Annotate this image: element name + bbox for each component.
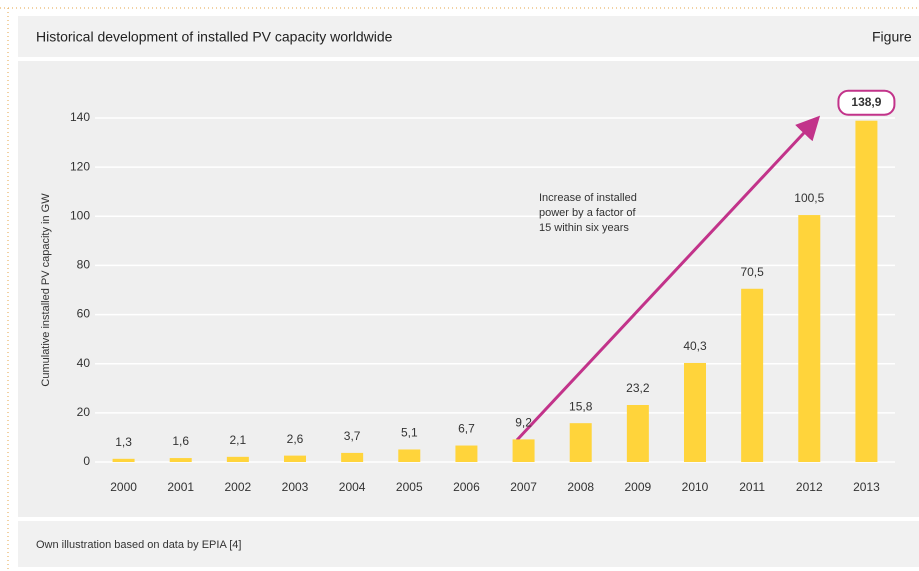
source: Own illustration based on data by EPIA […	[36, 539, 241, 551]
x-tick-label: 2011	[739, 480, 765, 494]
y-tick-label: 20	[77, 405, 91, 419]
y-axis-label: Cumulative installed PV capacity in GW	[40, 193, 52, 387]
value-label: 5,1	[401, 426, 418, 440]
value-label: 1,6	[172, 434, 189, 448]
value-label: 40,3	[683, 339, 707, 353]
value-label: 15,8	[569, 399, 593, 413]
figure-label: Figure	[872, 29, 912, 45]
y-tick-label: 100	[70, 208, 90, 222]
x-tick-label: 2000	[110, 480, 137, 494]
x-tick-label: 2006	[453, 480, 480, 494]
y-tick-label: 80	[77, 258, 91, 272]
x-tick-label: 2012	[796, 480, 823, 494]
x-tick-label: 2013	[853, 480, 880, 494]
header-band	[18, 16, 919, 57]
value-label: 138,9	[851, 95, 881, 109]
y-tick-label: 60	[77, 307, 91, 321]
value-label: 70,5	[740, 265, 764, 279]
bar	[855, 120, 878, 463]
bar	[798, 215, 821, 462]
x-tick-label: 2003	[282, 480, 309, 494]
bar	[226, 456, 249, 462]
y-tick-label: 0	[83, 454, 90, 468]
annotation: Increase of installed	[539, 192, 637, 204]
footer-band	[18, 521, 919, 567]
chart-title: Historical development of installed PV c…	[36, 29, 393, 45]
value-label: 9,2	[515, 416, 532, 430]
bar	[512, 439, 535, 462]
value-label: 1,3	[115, 435, 132, 449]
plot-panel	[18, 61, 919, 517]
label-highlight	[837, 89, 896, 116]
x-tick-label: 2007	[510, 480, 537, 494]
x-tick-label: 2001	[167, 480, 194, 494]
x-tick-label: 2004	[339, 480, 366, 494]
annotation-arrow	[515, 115, 821, 442]
x-tick-label: 2010	[682, 480, 709, 494]
bar	[284, 455, 306, 462]
x-tick-label: 2005	[396, 480, 423, 494]
bar	[684, 362, 706, 462]
value-label: 2,1	[230, 433, 247, 447]
value-label: 2,6	[287, 432, 304, 446]
annotation: power by a factor of	[539, 207, 637, 219]
y-tick-label: 40	[77, 356, 91, 370]
y-tick-label: 120	[70, 159, 90, 173]
x-tick-label: 2002	[225, 480, 252, 494]
bar	[626, 404, 649, 462]
bar	[112, 458, 135, 462]
bar	[169, 458, 192, 462]
annotation: 15 within six years	[539, 222, 629, 234]
x-tick-label: 2008	[567, 480, 594, 494]
value-label: 23,2	[626, 381, 650, 395]
bar	[341, 452, 364, 462]
x-tick-label: 2009	[625, 480, 652, 494]
value-label: 100,5	[794, 191, 824, 205]
bar	[455, 445, 478, 462]
bar	[398, 449, 421, 462]
bar	[569, 423, 592, 462]
y-tick-label: 140	[70, 110, 90, 124]
bar	[741, 288, 764, 462]
value-label: 3,7	[344, 429, 361, 443]
value-label: 6,7	[458, 422, 475, 436]
